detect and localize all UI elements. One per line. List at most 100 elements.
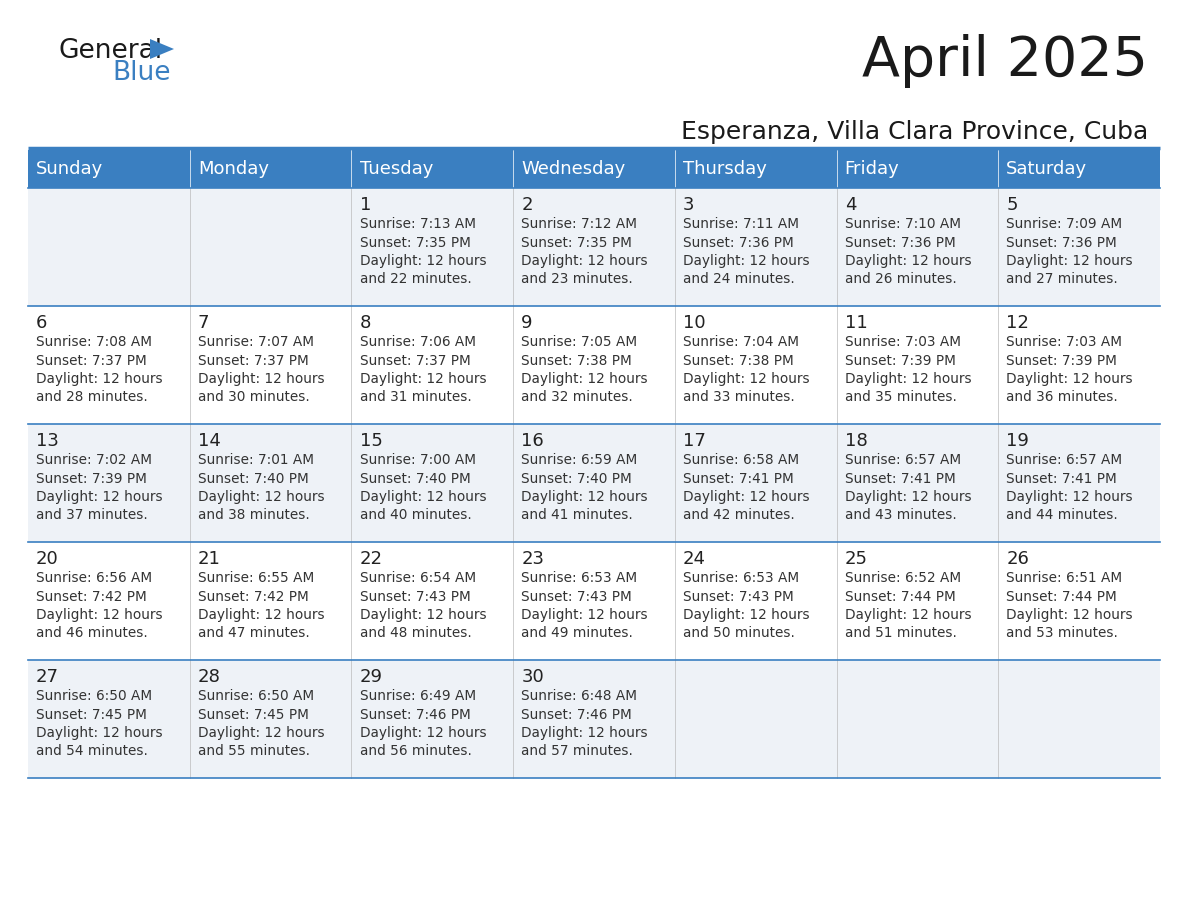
- Text: 26: 26: [1006, 550, 1029, 568]
- Text: Sunrise: 6:50 AM: Sunrise: 6:50 AM: [197, 689, 314, 703]
- Text: Sunset: 7:43 PM: Sunset: 7:43 PM: [360, 589, 470, 604]
- Text: Sunset: 7:37 PM: Sunset: 7:37 PM: [36, 353, 147, 368]
- Text: Sunset: 7:38 PM: Sunset: 7:38 PM: [683, 353, 794, 368]
- Text: 4: 4: [845, 196, 857, 214]
- Text: Sunset: 7:39 PM: Sunset: 7:39 PM: [36, 472, 147, 486]
- Text: Sunrise: 7:03 AM: Sunrise: 7:03 AM: [845, 335, 961, 350]
- Text: and 36 minutes.: and 36 minutes.: [1006, 390, 1118, 404]
- Text: and 55 minutes.: and 55 minutes.: [197, 744, 310, 758]
- Text: Sunrise: 7:12 AM: Sunrise: 7:12 AM: [522, 218, 637, 231]
- Text: and 49 minutes.: and 49 minutes.: [522, 626, 633, 641]
- Text: Daylight: 12 hours: Daylight: 12 hours: [360, 490, 486, 504]
- Text: Sunset: 7:43 PM: Sunset: 7:43 PM: [683, 589, 794, 604]
- Text: 2: 2: [522, 196, 532, 214]
- Text: 12: 12: [1006, 314, 1029, 332]
- Text: Daylight: 12 hours: Daylight: 12 hours: [683, 372, 809, 386]
- Text: and 42 minutes.: and 42 minutes.: [683, 509, 795, 522]
- Text: Daylight: 12 hours: Daylight: 12 hours: [522, 372, 647, 386]
- Text: and 37 minutes.: and 37 minutes.: [36, 509, 147, 522]
- Text: and 22 minutes.: and 22 minutes.: [360, 273, 472, 286]
- Text: and 35 minutes.: and 35 minutes.: [845, 390, 956, 404]
- Text: Daylight: 12 hours: Daylight: 12 hours: [845, 608, 972, 622]
- Text: Daylight: 12 hours: Daylight: 12 hours: [845, 372, 972, 386]
- Text: and 27 minutes.: and 27 minutes.: [1006, 273, 1118, 286]
- Text: Daylight: 12 hours: Daylight: 12 hours: [360, 608, 486, 622]
- Text: Sunrise: 7:09 AM: Sunrise: 7:09 AM: [1006, 218, 1123, 231]
- Text: and 56 minutes.: and 56 minutes.: [360, 744, 472, 758]
- Text: Sunrise: 6:48 AM: Sunrise: 6:48 AM: [522, 689, 637, 703]
- Text: and 32 minutes.: and 32 minutes.: [522, 390, 633, 404]
- Text: 30: 30: [522, 668, 544, 687]
- Text: Sunrise: 7:08 AM: Sunrise: 7:08 AM: [36, 335, 152, 350]
- Text: Daylight: 12 hours: Daylight: 12 hours: [197, 490, 324, 504]
- Text: Daylight: 12 hours: Daylight: 12 hours: [522, 254, 647, 268]
- Text: 20: 20: [36, 550, 59, 568]
- Text: and 48 minutes.: and 48 minutes.: [360, 626, 472, 641]
- Text: 13: 13: [36, 432, 59, 450]
- Text: Sunset: 7:35 PM: Sunset: 7:35 PM: [360, 236, 470, 250]
- Text: Sunset: 7:40 PM: Sunset: 7:40 PM: [522, 472, 632, 486]
- Text: 24: 24: [683, 550, 706, 568]
- Text: 7: 7: [197, 314, 209, 332]
- Text: and 43 minutes.: and 43 minutes.: [845, 509, 956, 522]
- Text: Sunset: 7:36 PM: Sunset: 7:36 PM: [845, 236, 955, 250]
- Text: Daylight: 12 hours: Daylight: 12 hours: [845, 254, 972, 268]
- Text: 23: 23: [522, 550, 544, 568]
- Text: Saturday: Saturday: [1006, 160, 1087, 178]
- Text: Sunset: 7:36 PM: Sunset: 7:36 PM: [683, 236, 794, 250]
- Text: Sunset: 7:41 PM: Sunset: 7:41 PM: [845, 472, 955, 486]
- Text: Sunset: 7:45 PM: Sunset: 7:45 PM: [36, 708, 147, 722]
- Bar: [29, 542, 1159, 660]
- Text: Sunset: 7:41 PM: Sunset: 7:41 PM: [1006, 472, 1117, 486]
- Text: Sunrise: 6:52 AM: Sunrise: 6:52 AM: [845, 572, 961, 586]
- Text: Sunset: 7:35 PM: Sunset: 7:35 PM: [522, 236, 632, 250]
- Text: Sunset: 7:38 PM: Sunset: 7:38 PM: [522, 353, 632, 368]
- Text: Sunset: 7:43 PM: Sunset: 7:43 PM: [522, 589, 632, 604]
- Text: Sunrise: 6:56 AM: Sunrise: 6:56 AM: [36, 572, 152, 586]
- Bar: [29, 424, 1159, 542]
- Text: Sunrise: 6:57 AM: Sunrise: 6:57 AM: [845, 453, 961, 467]
- Text: 18: 18: [845, 432, 867, 450]
- Text: Daylight: 12 hours: Daylight: 12 hours: [360, 372, 486, 386]
- Text: 29: 29: [360, 668, 383, 687]
- Text: Daylight: 12 hours: Daylight: 12 hours: [360, 726, 486, 740]
- Text: Daylight: 12 hours: Daylight: 12 hours: [36, 608, 163, 622]
- Text: Daylight: 12 hours: Daylight: 12 hours: [683, 608, 809, 622]
- Text: April 2025: April 2025: [862, 34, 1148, 88]
- Text: Daylight: 12 hours: Daylight: 12 hours: [845, 490, 972, 504]
- Text: 11: 11: [845, 314, 867, 332]
- Text: and 57 minutes.: and 57 minutes.: [522, 744, 633, 758]
- Text: Daylight: 12 hours: Daylight: 12 hours: [1006, 254, 1133, 268]
- Text: Friday: Friday: [845, 160, 899, 178]
- Text: 21: 21: [197, 550, 221, 568]
- Text: Daylight: 12 hours: Daylight: 12 hours: [1006, 372, 1133, 386]
- Text: Sunrise: 7:07 AM: Sunrise: 7:07 AM: [197, 335, 314, 350]
- Text: and 46 minutes.: and 46 minutes.: [36, 626, 147, 641]
- Text: 15: 15: [360, 432, 383, 450]
- Text: Sunrise: 7:04 AM: Sunrise: 7:04 AM: [683, 335, 800, 350]
- Text: Sunset: 7:36 PM: Sunset: 7:36 PM: [1006, 236, 1117, 250]
- Text: Sunset: 7:40 PM: Sunset: 7:40 PM: [360, 472, 470, 486]
- Text: Sunrise: 6:53 AM: Sunrise: 6:53 AM: [683, 572, 800, 586]
- Text: Sunrise: 6:59 AM: Sunrise: 6:59 AM: [522, 453, 638, 467]
- Text: Daylight: 12 hours: Daylight: 12 hours: [197, 372, 324, 386]
- Text: and 47 minutes.: and 47 minutes.: [197, 626, 310, 641]
- Text: and 33 minutes.: and 33 minutes.: [683, 390, 795, 404]
- Text: Blue: Blue: [112, 60, 171, 86]
- Text: and 54 minutes.: and 54 minutes.: [36, 744, 148, 758]
- Text: Tuesday: Tuesday: [360, 160, 432, 178]
- Text: and 26 minutes.: and 26 minutes.: [845, 273, 956, 286]
- Text: Sunrise: 6:51 AM: Sunrise: 6:51 AM: [1006, 572, 1123, 586]
- Text: Daylight: 12 hours: Daylight: 12 hours: [1006, 490, 1133, 504]
- Text: Sunset: 7:40 PM: Sunset: 7:40 PM: [197, 472, 309, 486]
- Text: and 53 minutes.: and 53 minutes.: [1006, 626, 1118, 641]
- Text: Daylight: 12 hours: Daylight: 12 hours: [522, 608, 647, 622]
- Text: Thursday: Thursday: [683, 160, 766, 178]
- Text: Daylight: 12 hours: Daylight: 12 hours: [197, 726, 324, 740]
- Text: 1: 1: [360, 196, 371, 214]
- Text: Wednesday: Wednesday: [522, 160, 625, 178]
- Text: 27: 27: [36, 668, 59, 687]
- Text: Sunrise: 6:58 AM: Sunrise: 6:58 AM: [683, 453, 800, 467]
- Polygon shape: [150, 39, 173, 59]
- Text: 9: 9: [522, 314, 532, 332]
